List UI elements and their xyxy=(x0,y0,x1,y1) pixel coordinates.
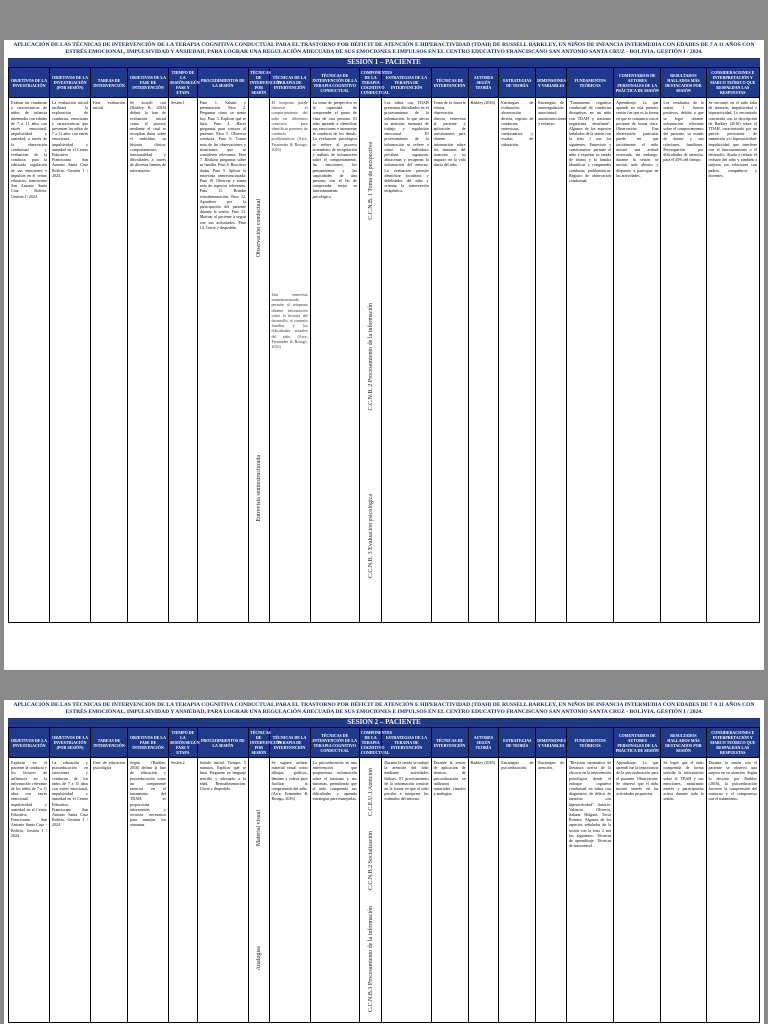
table-cell: Se encontró en el niño falta de atención… xyxy=(705,97,760,623)
table-header-row: Objetivos de la investigación Objetivos … xyxy=(7,727,760,758)
table-cell: "Tratamiento cognitivo conductual de con… xyxy=(565,97,615,623)
column-header: Procedimientos de la sesión xyxy=(196,67,250,98)
table-cell: Se sugiere utilizar material visual como… xyxy=(268,757,311,1023)
column-header: Objetivos de la fase de intervención xyxy=(126,727,170,758)
column-header: Estrategias de teoría xyxy=(498,67,537,98)
session-2-header: SESION 2 – PACIENTE xyxy=(8,718,760,727)
table-cell-vertical: Observación conductual Entrevista semies… xyxy=(248,97,270,623)
table-cell: Durante la sesión de aplicación de técni… xyxy=(430,757,469,1023)
table-cell: Fase evaluación inicial xyxy=(90,97,128,623)
column-header: Técnicas de intervención por sesión xyxy=(248,727,281,758)
table-cell: Explorar en el paciente la conducta y lo… xyxy=(7,757,51,1023)
technique-label: Observación conductual xyxy=(255,198,262,257)
table-cell: Los resultados de la sesión 1 fueron pos… xyxy=(660,97,707,623)
session-2-table: Objetivos de la investigación Objetivos … xyxy=(7,727,760,1023)
table-cell: Sesión 2 xyxy=(168,757,198,1023)
table-cell-vertical: Material visual Analogías xyxy=(248,757,270,1023)
column-header: Componentes de la terapia cognitivo cond… xyxy=(358,727,392,758)
column-header: Estrategias de teoría xyxy=(498,727,537,758)
table-cell: Estrategias de atención. xyxy=(535,757,567,1023)
table-cell-vertical: C.C.N.B. 1 Toma de perspectiva C.C.N.B. … xyxy=(358,97,383,623)
table-cell: Los niños con TDAH presentan dificultade… xyxy=(381,97,432,623)
technique-label: Material visual xyxy=(255,809,262,847)
table-cell: Según (Barkley, 2016) definir la fase de… xyxy=(126,757,170,1023)
column-header: Estrategias de la terapia de intervenció… xyxy=(381,67,432,98)
column-header: Técnicas de intervención por sesión xyxy=(248,67,281,98)
column-header: Técnicas de la terapia de intervención xyxy=(268,727,311,758)
column-header: Dimensiones y variables xyxy=(535,67,567,98)
table-cell: Durante la sesión se trabajó la atención… xyxy=(381,757,432,1023)
table-cell: Estrategias de psicoeducación. xyxy=(498,757,537,1023)
table-cell: El terapeuta puede observar el comportam… xyxy=(268,97,311,623)
table-cell: Barkley (2016) xyxy=(467,97,500,623)
cell-text: El terapeuta puede observar el comportam… xyxy=(271,100,308,152)
component-label: C.C.E.U.1 Atención xyxy=(367,767,374,816)
table-cell: Se logró que el niño comprenda de forma … xyxy=(660,757,707,1023)
table-cell: Estrategias de autorregulación: autocont… xyxy=(535,97,567,623)
column-header: Consideraciones e interpretación y marco… xyxy=(705,67,760,98)
column-header: Tiempo de la sesión/Según fase y etapa xyxy=(168,727,200,758)
table-cell: La psicoeducación es una intervención qu… xyxy=(309,757,360,1023)
column-header: Objetivos de la investigación xyxy=(7,67,51,98)
column-header: Objetivos de la investigación xyxy=(7,727,51,758)
table-cell: Durante la sesión con el paciente se obs… xyxy=(705,757,760,1023)
session-1-table: Objetivos de la investigación Objetivos … xyxy=(7,67,760,623)
table-cell: Saludo inicial. Tiempo: 5 minutos. Expli… xyxy=(196,757,250,1023)
column-header: Técnicas de intervención de la terapia c… xyxy=(309,67,360,98)
table-cell: Evaluar las conductas y características … xyxy=(7,97,51,623)
table-cell: Aprendizaje: Lo que aprendí fue la impor… xyxy=(613,757,662,1023)
table-cell: Estrategias de evaluación: observación d… xyxy=(498,97,537,623)
technique-label: Analogías xyxy=(255,945,262,971)
column-header: Componentes de la terapia cognitivo cond… xyxy=(358,67,392,98)
column-header: Resultados hallados más destacados por s… xyxy=(660,67,707,98)
table-header-row: Objetivos de la investigación Objetivos … xyxy=(7,67,760,98)
component-label: C.C.N.B. 1 Toma de perspectiva xyxy=(367,141,374,220)
table-cell: Se acordó con (Barkley R., 2016) definir… xyxy=(126,97,170,623)
column-header: Autores según teoría xyxy=(467,67,500,98)
table-cell: Fase de educación psicológica xyxy=(90,757,128,1023)
document-title: Aplicación de las técnicas de intervenci… xyxy=(13,702,755,715)
column-header: Tareas de intervención xyxy=(90,67,128,98)
component-label: C.C.N.B.3 Procesamiento de la informació… xyxy=(367,906,374,1013)
column-header: Fundamentos teóricos xyxy=(565,67,615,98)
cell-text: Una entrevista semiestructurada permite … xyxy=(271,292,308,350)
component-label: C.C.N.B. 2 Procesamiento de la informaci… xyxy=(367,303,374,411)
component-label: C.C.N.B. 3 Evaluación psicológica xyxy=(367,494,374,579)
column-header: Técnicas de intervención xyxy=(430,727,469,758)
column-header: Tiempo de la sesión/Según fase y etapa xyxy=(168,67,200,98)
column-header: Comentarios de autores personales de la … xyxy=(613,67,662,98)
table-cell: Aprendizaje: Lo que aprendí en esta prim… xyxy=(613,97,662,623)
document-page-2: Aplicación de las técnicas de intervenci… xyxy=(4,700,764,1024)
table-row: Explorar en el paciente la conducta y lo… xyxy=(7,757,760,1023)
column-header: Objetivos de la fase de intervención xyxy=(126,67,170,98)
column-header: Resultados hallados más destacados por s… xyxy=(660,727,707,758)
table-cell-vertical: C.C.E.U.1 Atención C.C.N.B.2 Socializaci… xyxy=(358,757,383,1023)
column-header: Fundamentos teóricos xyxy=(565,727,615,758)
column-header: Dimensiones y variables xyxy=(535,727,567,758)
document-page-1: Aplicación de las técnicas de intervenci… xyxy=(4,40,764,670)
column-header: Comentarios de autores personales de la … xyxy=(613,727,662,758)
column-header: Tareas de intervención xyxy=(90,727,128,758)
column-header: Objetivos de la investigación (por sesió… xyxy=(49,727,92,758)
technique-label: Entrevista semiestructurada xyxy=(255,454,262,522)
column-header: Objetivos de la investigación (por sesió… xyxy=(49,67,92,98)
session-1-header: SESION 1 – PACIENTE xyxy=(8,58,760,67)
column-header: Consideraciones e interpretación y marco… xyxy=(705,727,760,758)
table-cell: "Revisión sistemática de literatura acer… xyxy=(565,757,615,1023)
table-cell: La toma de perspectiva es la capacidad d… xyxy=(309,97,360,623)
component-label: C.C.N.B.2 Socialización xyxy=(367,831,374,891)
column-header: Técnicas de intervención xyxy=(430,67,469,98)
column-header: Autores según teoría xyxy=(467,727,500,758)
table-row: Evaluar las conductas y características … xyxy=(7,97,760,623)
table-cell: Paso 1. Saludo y presentación. Paso 2. P… xyxy=(196,97,250,623)
column-header: Técnicas de la terapia de intervención xyxy=(268,67,311,98)
table-cell: Barkley (2016) xyxy=(467,757,500,1023)
table-cell: La evaluación inicial facilitará la expl… xyxy=(49,97,92,623)
column-header: Procedimientos de la sesión xyxy=(196,727,250,758)
table-cell: La educación y psicoeducación en emocion… xyxy=(49,757,92,1023)
column-header: Técnicas de intervención de la terapia c… xyxy=(309,727,360,758)
document-title: Aplicación de las técnicas de intervenci… xyxy=(13,42,755,55)
table-cell: Sesión 1 xyxy=(168,97,198,623)
table-cell: Toma de la historia clínica, observación… xyxy=(430,97,469,623)
